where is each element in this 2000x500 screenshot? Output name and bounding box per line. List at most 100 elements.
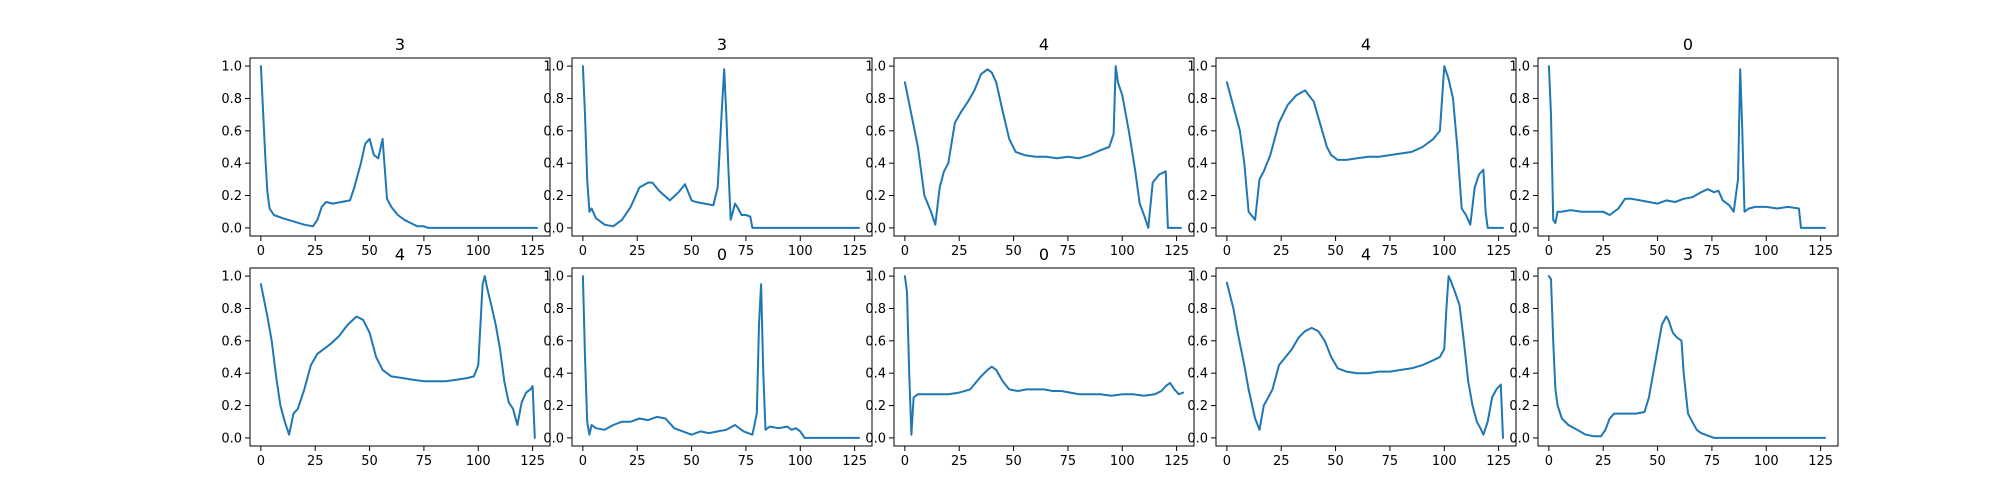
x-tick-label: 100	[1754, 244, 1779, 259]
series-line	[259, 65, 538, 229]
y-tick-label: 0.0	[221, 221, 242, 236]
x-tick-label: 0	[257, 244, 265, 259]
subplot-6: 4 0 25 50 75 100 125 0.0 0.2 0.4 0.6 0.8 1.0	[221, 245, 551, 469]
x-tick-label: 25	[1595, 244, 1612, 259]
y-tick-label: 0.4	[543, 367, 564, 382]
y-tick-label: 0.4	[1187, 367, 1208, 382]
x-tick-label: 100	[1110, 244, 1135, 259]
x-tick-label: 50	[1327, 454, 1344, 469]
subplot-3: 4 0 25 50 75 100 125 0.0 0.2 0.4 0.6 0.8 1.0	[865, 35, 1195, 259]
subplot-9: 4 0 25 50 75 100 125 0.0 0.2 0.4 0.6 0.8 1.0	[1187, 245, 1517, 469]
x-tick-label: 50	[1005, 454, 1022, 469]
y-tick-label: 0.0	[1509, 431, 1530, 446]
subplot-10: 3 0 25 50 75 100 125 0.0 0.2 0.4 0.6 0.8 1.0	[1509, 245, 1839, 469]
y-tick-label: 0.2	[1187, 189, 1208, 204]
x-tick-label: 25	[951, 244, 968, 259]
y-tick-label: 0.4	[865, 367, 886, 382]
x-tick-label: 75	[738, 454, 755, 469]
axes-frame	[893, 57, 1195, 237]
y-tick-label: 0.8	[865, 302, 886, 317]
axes-frame	[249, 267, 551, 447]
y-tick-label: 1.0	[543, 270, 564, 285]
x-tick-label: 100	[466, 244, 491, 259]
subplot-title: 3	[717, 35, 727, 54]
series-line	[1547, 275, 1826, 439]
x-tick-label: 100	[1432, 454, 1457, 469]
subplot-4: 4 0 25 50 75 100 125 0.0 0.2 0.4 0.6 0.8 1.0	[1187, 35, 1517, 259]
y-tick-label: 0.8	[1509, 92, 1530, 107]
subplot-title: 3	[395, 35, 405, 54]
x-tick-label: 75	[1060, 244, 1077, 259]
x-tick-label: 125	[1808, 454, 1833, 469]
x-tick-label: 25	[951, 454, 968, 469]
y-tick-label: 1.0	[865, 270, 886, 285]
series-line	[903, 65, 1182, 229]
series-line	[903, 275, 1185, 436]
y-tick-label: 0.4	[221, 157, 242, 172]
y-tick-label: 0.0	[543, 431, 564, 446]
subplot-title: 3	[1683, 245, 1693, 264]
y-tick-label: 1.0	[1187, 60, 1208, 75]
x-tick-label: 125	[520, 454, 545, 469]
subplot-1: 3 0 25 50 75 100 125 0.0 0.2 0.4 0.6 0.8 1.0	[221, 35, 551, 259]
y-tick-label: 0.6	[1187, 124, 1208, 139]
y-tick-label: 0.2	[221, 189, 242, 204]
x-tick-label: 50	[1649, 454, 1666, 469]
x-tick-label: 0	[1545, 454, 1553, 469]
subplot-title: 4	[1361, 35, 1371, 54]
subplot-7: 0 0 25 50 75 100 125 0.0 0.2 0.4 0.6 0.8 1.0	[543, 245, 873, 469]
y-tick-label: 0.6	[865, 124, 886, 139]
x-tick-label: 0	[579, 454, 587, 469]
x-tick-label: 25	[307, 244, 324, 259]
y-tick-label: 0.2	[543, 189, 564, 204]
subplot-title: 0	[1683, 35, 1693, 54]
x-tick-label: 75	[416, 454, 433, 469]
axes-frame	[1215, 57, 1517, 237]
y-tick-label: 0.4	[1509, 157, 1530, 172]
subplot-title: 4	[1039, 35, 1049, 54]
y-tick-label: 0.6	[1187, 334, 1208, 349]
y-tick-label: 1.0	[221, 60, 242, 75]
y-tick-label: 0.0	[1187, 431, 1208, 446]
y-tick-label: 0.4	[543, 157, 564, 172]
y-tick-label: 0.8	[865, 92, 886, 107]
x-tick-label: 50	[361, 454, 378, 469]
y-tick-label: 0.0	[865, 221, 886, 236]
axes-frame	[571, 267, 873, 447]
x-tick-label: 125	[1808, 244, 1833, 259]
x-tick-label: 0	[901, 454, 909, 469]
y-tick-label: 0.8	[543, 92, 564, 107]
subplot-title: 4	[1361, 245, 1371, 264]
y-tick-label: 0.8	[221, 92, 242, 107]
y-tick-label: 1.0	[1509, 60, 1530, 75]
series-line	[259, 275, 536, 439]
x-tick-label: 75	[1382, 454, 1399, 469]
x-tick-label: 100	[788, 244, 813, 259]
x-tick-label: 125	[1164, 454, 1189, 469]
y-tick-label: 0.8	[221, 302, 242, 317]
x-tick-label: 125	[842, 454, 867, 469]
x-tick-label: 100	[1110, 454, 1135, 469]
x-tick-label: 100	[788, 454, 813, 469]
subplot-2: 3 0 25 50 75 100 125 0.0 0.2 0.4 0.6 0.8 1.0	[543, 35, 873, 259]
y-tick-label: 0.0	[1509, 221, 1530, 236]
subplot-5: 0 0 25 50 75 100 125 0.0 0.2 0.4 0.6 0.8 1.0	[1509, 35, 1839, 259]
x-tick-label: 125	[1486, 454, 1511, 469]
x-tick-label: 25	[1273, 454, 1290, 469]
y-tick-label: 0.2	[865, 399, 886, 414]
y-tick-label: 0.4	[221, 367, 242, 382]
y-tick-label: 0.0	[221, 431, 242, 446]
y-tick-label: 0.0	[865, 431, 886, 446]
y-tick-label: 0.2	[865, 189, 886, 204]
x-tick-label: 50	[1327, 244, 1344, 259]
x-tick-label: 100	[1754, 454, 1779, 469]
x-tick-label: 50	[1005, 244, 1022, 259]
y-tick-label: 0.8	[1187, 92, 1208, 107]
y-tick-label: 0.0	[1187, 221, 1208, 236]
y-tick-label: 0.8	[1509, 302, 1530, 317]
y-tick-label: 0.8	[543, 302, 564, 317]
x-tick-label: 25	[307, 454, 324, 469]
x-tick-label: 125	[1164, 244, 1189, 259]
x-tick-label: 125	[520, 244, 545, 259]
